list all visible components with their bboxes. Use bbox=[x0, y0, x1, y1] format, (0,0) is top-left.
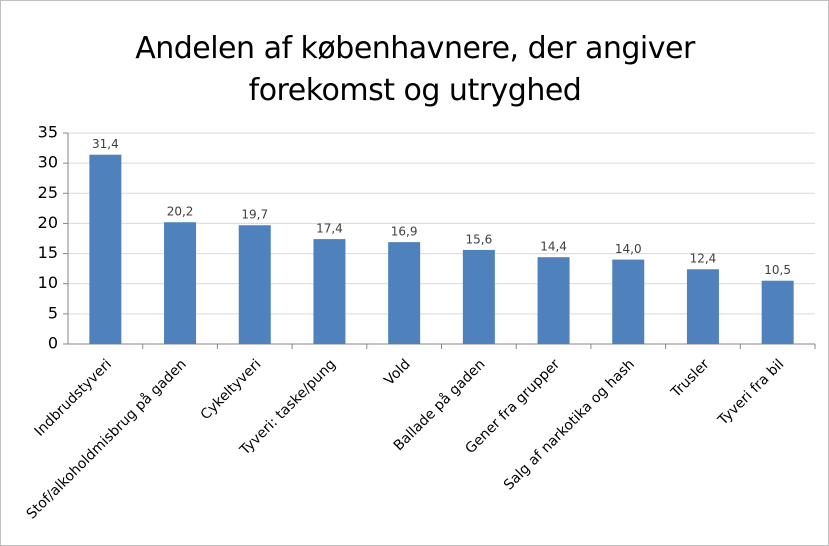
bar bbox=[761, 280, 794, 344]
value-label: 14,0 bbox=[615, 242, 642, 256]
value-label: 16,9 bbox=[391, 225, 418, 239]
y-tick-label: 0 bbox=[48, 334, 58, 353]
x-tick-label: Indbrudstyveri bbox=[32, 356, 115, 439]
value-label: 15,6 bbox=[465, 232, 492, 246]
bar bbox=[462, 249, 495, 344]
x-tick-label: Stof/alkoholdmisbrug på gaden bbox=[23, 356, 190, 523]
bar bbox=[612, 259, 645, 344]
y-tick-label: 35 bbox=[38, 123, 58, 142]
bar bbox=[537, 257, 570, 344]
value-label: 19,7 bbox=[241, 208, 268, 222]
value-label: 10,5 bbox=[764, 263, 791, 277]
value-label: 31,4 bbox=[92, 137, 119, 151]
y-tick-label: 15 bbox=[38, 243, 58, 262]
x-tick-label: Cykeltyveri bbox=[198, 356, 265, 423]
bar bbox=[164, 222, 197, 344]
x-tick-label: Tyveri fra bil bbox=[714, 356, 787, 429]
y-tick-label: 5 bbox=[48, 303, 58, 322]
value-label: 14,4 bbox=[540, 240, 567, 254]
value-label: 12,4 bbox=[690, 252, 717, 266]
y-tick-label: 30 bbox=[38, 153, 58, 172]
x-tick-label: Trusler bbox=[668, 356, 713, 401]
y-tick-label: 20 bbox=[38, 213, 58, 232]
bar bbox=[89, 154, 122, 344]
chart-title: Andelen af københavnere, der angiver for… bbox=[135, 31, 695, 108]
x-tick-label: Salg af narkotika og hash bbox=[501, 356, 638, 493]
y-tick-label: 25 bbox=[38, 183, 58, 202]
bar bbox=[313, 239, 346, 344]
value-label: 20,2 bbox=[167, 205, 194, 219]
x-tick-label: Vold bbox=[381, 356, 413, 388]
value-label: 17,4 bbox=[316, 222, 343, 236]
bar bbox=[388, 242, 421, 344]
y-tick-label: 10 bbox=[38, 273, 58, 292]
bar bbox=[238, 225, 271, 344]
bar bbox=[686, 269, 719, 344]
